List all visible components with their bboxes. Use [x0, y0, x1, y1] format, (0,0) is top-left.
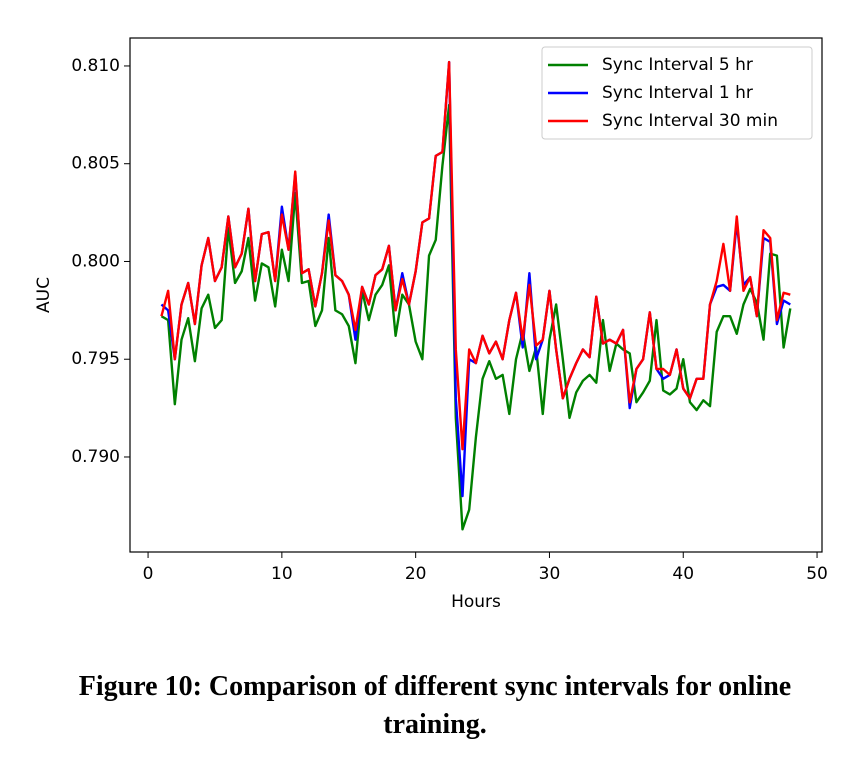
x-tick-label: 10 — [271, 564, 293, 584]
legend-label: Sync Interval 1 hr — [602, 83, 753, 103]
x-tick-label: 0 — [143, 564, 154, 584]
y-tick-label: 0.805 — [71, 154, 120, 174]
y-tick-label: 0.800 — [71, 251, 120, 271]
series-line — [160, 103, 792, 531]
y-tick-label: 0.810 — [71, 56, 120, 76]
chart: Hours AUC 0 10 20 30 40 50 0.790 0.795 0.800 0.80… — [34, 37, 828, 612]
x-tick-label: 40 — [672, 564, 694, 584]
series-line — [160, 60, 791, 451]
legend-box — [541, 46, 813, 140]
y-tick-label: 0.795 — [71, 349, 120, 369]
x-tick-label: 50 — [806, 564, 828, 584]
figure-caption: Figure 10: Comparison of different sync … — [78, 671, 792, 740]
x-tick-label: 30 — [539, 564, 561, 584]
x-tick-label: 20 — [405, 564, 427, 584]
legend-label: Sync Interval 30 min — [602, 111, 778, 131]
x-axis-label: Hours — [451, 592, 501, 612]
legend-label: Sync Interval 5 hr — [602, 55, 753, 75]
y-tick-label: 0.790 — [71, 447, 120, 467]
plot-frame — [129, 37, 823, 553]
y-axis-label: AUC — [34, 277, 54, 313]
